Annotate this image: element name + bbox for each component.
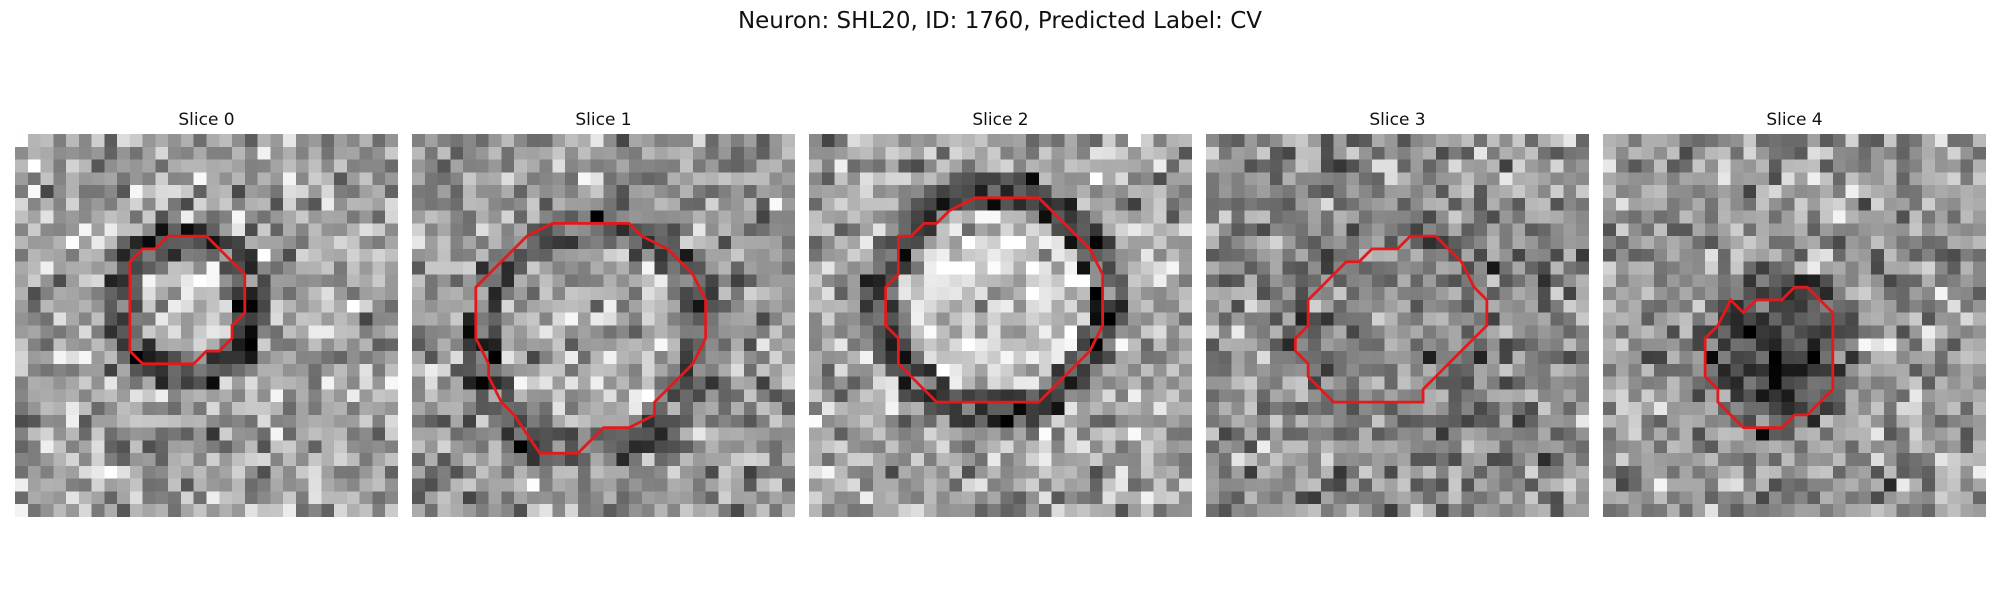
slice-panel-2: Slice 2 xyxy=(809,110,1192,134)
slice-title-3: Slice 3 xyxy=(1206,110,1589,134)
segmentation-contour-1 xyxy=(412,134,795,517)
segmentation-contour-4 xyxy=(1603,134,1986,517)
segmentation-contour-0 xyxy=(15,134,398,517)
segmentation-contour-3 xyxy=(1206,134,1589,517)
slice-title-1: Slice 1 xyxy=(412,110,795,134)
slice-title-2: Slice 2 xyxy=(809,110,1192,134)
slice-panel-0: Slice 0 xyxy=(15,110,398,134)
slice-title-0: Slice 0 xyxy=(15,110,398,134)
slice-title-4: Slice 4 xyxy=(1603,110,1986,134)
slice-panel-3: Slice 3 xyxy=(1206,110,1589,134)
figure-title: Neuron: SHL20, ID: 1760, Predicted Label… xyxy=(0,8,2000,34)
segmentation-contour-2 xyxy=(809,134,1192,517)
slice-panel-4: Slice 4 xyxy=(1603,110,1986,134)
slice-panel-1: Slice 1 xyxy=(412,110,795,134)
